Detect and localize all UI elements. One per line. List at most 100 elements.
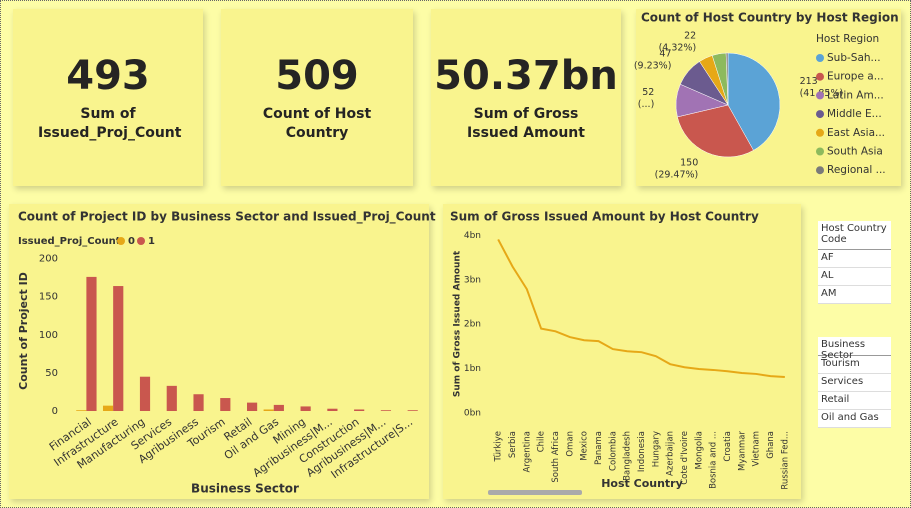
bar-panel — [9, 204, 429, 499]
bar — [102, 405, 114, 411]
x-tick-label: Hungary — [651, 431, 661, 467]
bar — [193, 394, 204, 411]
chart-title: Sum of Gross Issued Amount by Host Count… — [450, 210, 759, 224]
legend-marker — [816, 147, 824, 156]
x-tick-label: Bosnia and ... — [709, 431, 719, 489]
bar — [327, 408, 338, 411]
x-tick-label: Chile — [537, 431, 547, 452]
slicer-item[interactable]: AF — [818, 250, 891, 268]
pie-slice — [725, 52, 729, 106]
x-tick-label: Croatia — [723, 431, 733, 462]
slicer-item[interactable]: Tourism — [818, 356, 891, 374]
data-label: (9.23%) — [634, 60, 672, 71]
data-label: 150 — [680, 158, 698, 169]
y-tick-label: 0 — [52, 406, 58, 417]
slicer-item[interactable]: Retail — [818, 392, 891, 410]
x-tick-label: Azerbaijan — [666, 431, 676, 476]
data-label: (4.32%) — [659, 42, 697, 53]
y-tick-label: 1bn — [464, 364, 481, 374]
data-label: 22 — [684, 30, 696, 41]
kpi-card: 493 Sum of Issued_Proj_Count — [13, 9, 203, 186]
legend-title: Issued_Proj_Count — [18, 236, 121, 247]
bar — [380, 410, 392, 411]
legend-label: East Asia... — [827, 127, 885, 139]
legend-marker — [816, 166, 824, 175]
kpi-value: 50.37bn — [434, 52, 618, 99]
kpi-value: 493 — [66, 52, 150, 99]
legend-label: Europe a... — [827, 71, 884, 83]
y-tick-label: 100 — [39, 330, 58, 341]
legend-label: Sub-Sah... — [827, 52, 881, 64]
legend-label: Regional ... — [827, 164, 886, 176]
x-axis-label: Host Country — [601, 477, 683, 490]
legend-label: South Asia — [827, 146, 883, 158]
x-tick-label: Türkiye — [494, 431, 504, 462]
y-tick-label: 4bn — [464, 231, 481, 241]
y-axis-label: Sum of Gross Issued Amount — [453, 250, 463, 397]
bar — [86, 276, 97, 411]
y-tick-label: 0bn — [464, 409, 481, 419]
bar — [407, 410, 418, 411]
slicer-item[interactable]: Services — [818, 374, 891, 392]
scrollbar — [488, 490, 582, 495]
bar — [300, 406, 311, 411]
slicer-item[interactable]: Oil and Gas — [818, 410, 891, 428]
legend-marker — [816, 54, 824, 62]
bar — [166, 385, 177, 411]
kpi-card: 50.37bn Sum of Gross Issued Amount — [431, 9, 621, 186]
legend-marker — [816, 72, 824, 81]
x-tick-label: Argentina — [522, 431, 532, 472]
legend-marker — [816, 110, 824, 119]
bar — [220, 398, 231, 411]
x-tick-label: Colombia — [608, 431, 618, 471]
x-axis-label: Business Sector — [191, 482, 299, 496]
bar — [247, 402, 258, 411]
bar — [263, 409, 274, 411]
x-tick-label: Serbia — [508, 431, 518, 458]
legend-label: Middle E... — [827, 108, 882, 120]
x-tick-label: Myanmar — [737, 431, 747, 471]
legend-label: Latin Am... — [827, 89, 884, 101]
legend-title: Host Region — [816, 33, 879, 45]
bar — [354, 409, 365, 411]
x-tick-label: Bangladesh — [623, 431, 633, 481]
data-label: (29.47%) — [655, 170, 699, 181]
legend-label: 1 — [148, 236, 155, 247]
x-tick-label: Vietnam — [752, 431, 762, 466]
slicer-item[interactable]: AM — [818, 286, 891, 304]
data-label: 47 — [659, 48, 671, 59]
kpi-card: 509 Count of Host Country — [221, 9, 413, 186]
slicer[interactable]: Business Sector Tourism Services Retail Oil… — [818, 337, 891, 428]
line — [497, 238, 785, 379]
bar — [76, 410, 87, 411]
y-tick-label: 2bn — [464, 320, 481, 330]
data-label: 213 — [800, 76, 818, 87]
bar — [113, 286, 124, 411]
kpi-label: Sum of Issued_Proj_Count — [38, 105, 182, 141]
x-tick-label: Panama — [594, 431, 604, 465]
x-tick-label: Indonesia — [637, 431, 647, 472]
slicer-item[interactable]: AL — [818, 268, 891, 286]
kpi-label: Sum of Gross Issued Amount — [467, 105, 585, 141]
x-tick-label: Cote d'Ivoire — [680, 431, 690, 485]
bar — [273, 404, 284, 411]
legend-marker — [816, 91, 824, 100]
y-tick-label: 50 — [45, 368, 58, 379]
y-tick-label: 150 — [39, 292, 58, 303]
x-tick-label: Oman — [565, 431, 575, 457]
y-axis-label: Count of Project ID — [17, 272, 30, 390]
chart-title: Count of Project ID by Business Sector a… — [18, 210, 436, 225]
y-tick-label: 3bn — [464, 275, 481, 285]
slicer[interactable]: Host Country Code AF AL AM — [818, 221, 891, 304]
legend-marker — [137, 237, 145, 245]
chart-title: Count of Host Country by Host Region — [641, 11, 899, 25]
slicer-title: Host Country Code — [818, 221, 891, 250]
x-tick-label: Mongolia — [694, 431, 704, 469]
x-tick-label: South Africa — [551, 431, 561, 483]
bar — [139, 376, 151, 411]
legend-marker — [117, 237, 125, 245]
x-tick-label: Mexico — [580, 431, 590, 461]
x-tick-label: Ghana — [766, 431, 776, 459]
legend-label: 0 — [128, 236, 135, 247]
